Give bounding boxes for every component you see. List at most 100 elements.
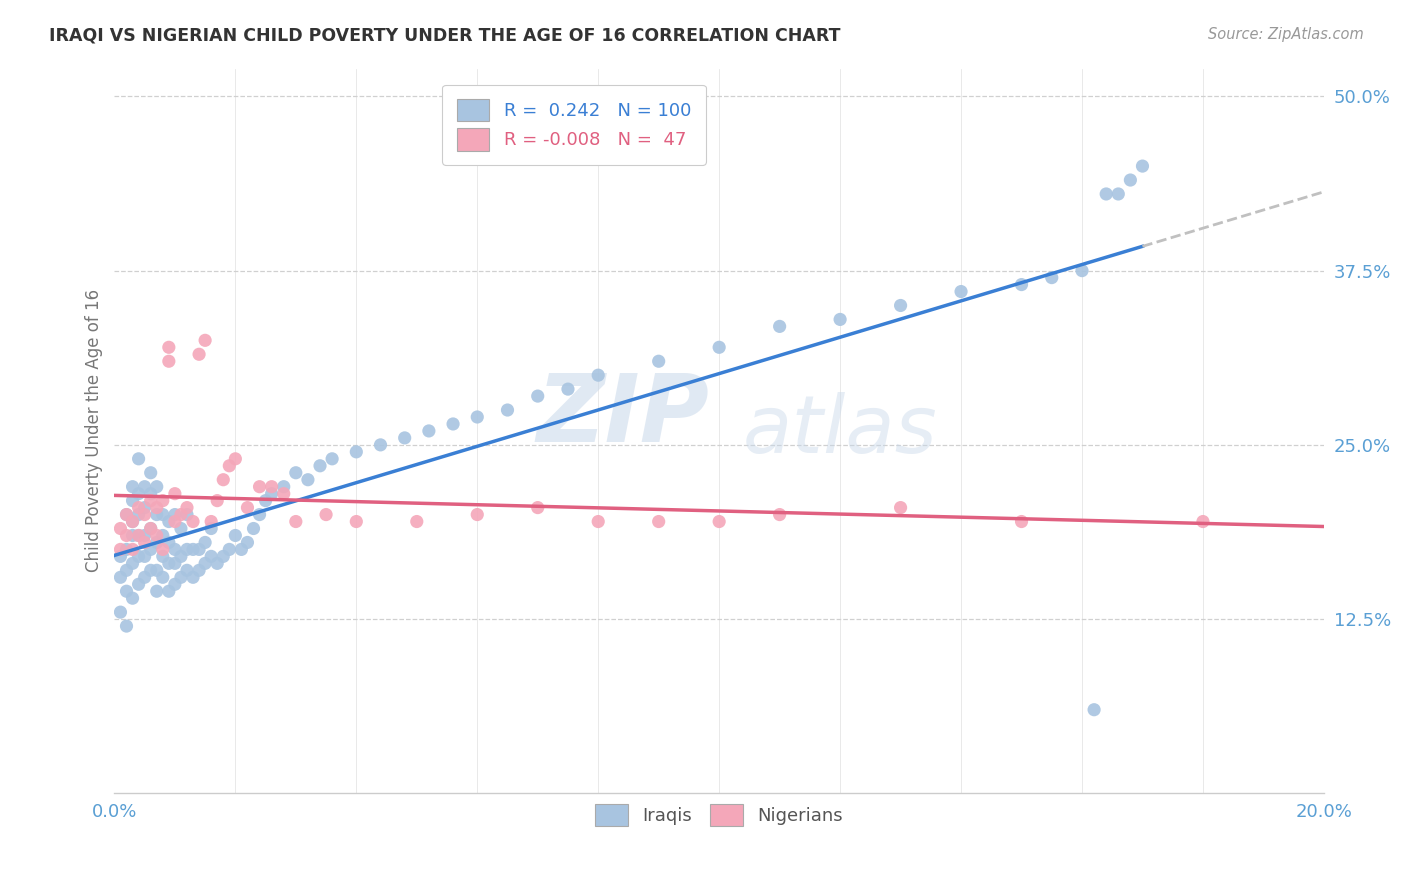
Point xyxy=(152,493,174,508)
Point xyxy=(152,549,174,564)
Point xyxy=(176,508,198,522)
Point xyxy=(194,557,217,571)
Point xyxy=(586,515,609,529)
Point xyxy=(231,542,253,557)
Point xyxy=(297,473,319,487)
Point xyxy=(139,563,162,577)
Point xyxy=(134,480,156,494)
Point xyxy=(205,493,228,508)
Point xyxy=(260,486,283,500)
Point xyxy=(121,515,143,529)
Point xyxy=(181,515,204,529)
Point xyxy=(496,403,519,417)
Point xyxy=(188,563,211,577)
Point xyxy=(200,549,222,564)
Point xyxy=(176,500,198,515)
Point xyxy=(170,508,193,522)
Point xyxy=(121,493,143,508)
Point xyxy=(309,458,332,473)
Point xyxy=(139,493,162,508)
Point xyxy=(218,458,240,473)
Point xyxy=(152,528,174,542)
Point xyxy=(370,438,392,452)
Point xyxy=(315,508,337,522)
Point xyxy=(110,570,132,584)
Point xyxy=(128,528,150,542)
Point xyxy=(157,354,180,368)
Point xyxy=(205,557,228,571)
Point xyxy=(163,508,186,522)
Point xyxy=(134,500,156,515)
Point xyxy=(273,480,295,494)
Point xyxy=(115,508,138,522)
Point xyxy=(139,486,162,500)
Point xyxy=(121,542,143,557)
Point xyxy=(321,451,343,466)
Point xyxy=(145,528,167,542)
Point xyxy=(145,535,167,549)
Point xyxy=(1083,703,1105,717)
Point xyxy=(121,480,143,494)
Point xyxy=(128,577,150,591)
Point xyxy=(212,473,235,487)
Point xyxy=(145,563,167,577)
Point xyxy=(152,542,174,557)
Point xyxy=(128,528,150,542)
Point xyxy=(170,570,193,584)
Point xyxy=(181,542,204,557)
Point xyxy=(139,521,162,535)
Point xyxy=(128,508,150,522)
Point xyxy=(188,347,211,361)
Point xyxy=(157,340,180,354)
Point xyxy=(115,528,138,542)
Point xyxy=(163,486,186,500)
Point xyxy=(128,549,150,564)
Point xyxy=(110,542,132,557)
Point xyxy=(526,500,548,515)
Point xyxy=(157,515,180,529)
Point xyxy=(200,515,222,529)
Point xyxy=(134,508,156,522)
Point xyxy=(139,542,162,557)
Point xyxy=(176,542,198,557)
Point xyxy=(1071,263,1094,277)
Point xyxy=(152,508,174,522)
Point xyxy=(110,521,132,535)
Point xyxy=(134,549,156,564)
Point xyxy=(157,557,180,571)
Point xyxy=(465,508,488,522)
Point xyxy=(557,382,579,396)
Point xyxy=(236,500,259,515)
Point xyxy=(134,528,156,542)
Point xyxy=(890,500,912,515)
Point xyxy=(115,508,138,522)
Point xyxy=(145,480,167,494)
Point xyxy=(418,424,440,438)
Point xyxy=(115,563,138,577)
Point xyxy=(344,515,367,529)
Point xyxy=(236,535,259,549)
Point xyxy=(707,340,730,354)
Point xyxy=(115,619,138,633)
Point xyxy=(830,312,852,326)
Point xyxy=(1192,515,1215,529)
Point xyxy=(157,535,180,549)
Point xyxy=(110,549,132,564)
Point xyxy=(218,542,240,557)
Point xyxy=(224,528,246,542)
Point xyxy=(170,521,193,535)
Point xyxy=(152,570,174,584)
Point xyxy=(707,515,730,529)
Point xyxy=(769,508,792,522)
Point xyxy=(242,521,264,535)
Point xyxy=(249,508,271,522)
Legend: Iraqis, Nigerians: Iraqis, Nigerians xyxy=(586,795,852,835)
Point xyxy=(769,319,792,334)
Point xyxy=(344,445,367,459)
Point xyxy=(249,480,271,494)
Text: IRAQI VS NIGERIAN CHILD POVERTY UNDER THE AGE OF 16 CORRELATION CHART: IRAQI VS NIGERIAN CHILD POVERTY UNDER TH… xyxy=(49,27,841,45)
Point xyxy=(1119,173,1142,187)
Point xyxy=(115,584,138,599)
Point xyxy=(163,577,186,591)
Point xyxy=(115,542,138,557)
